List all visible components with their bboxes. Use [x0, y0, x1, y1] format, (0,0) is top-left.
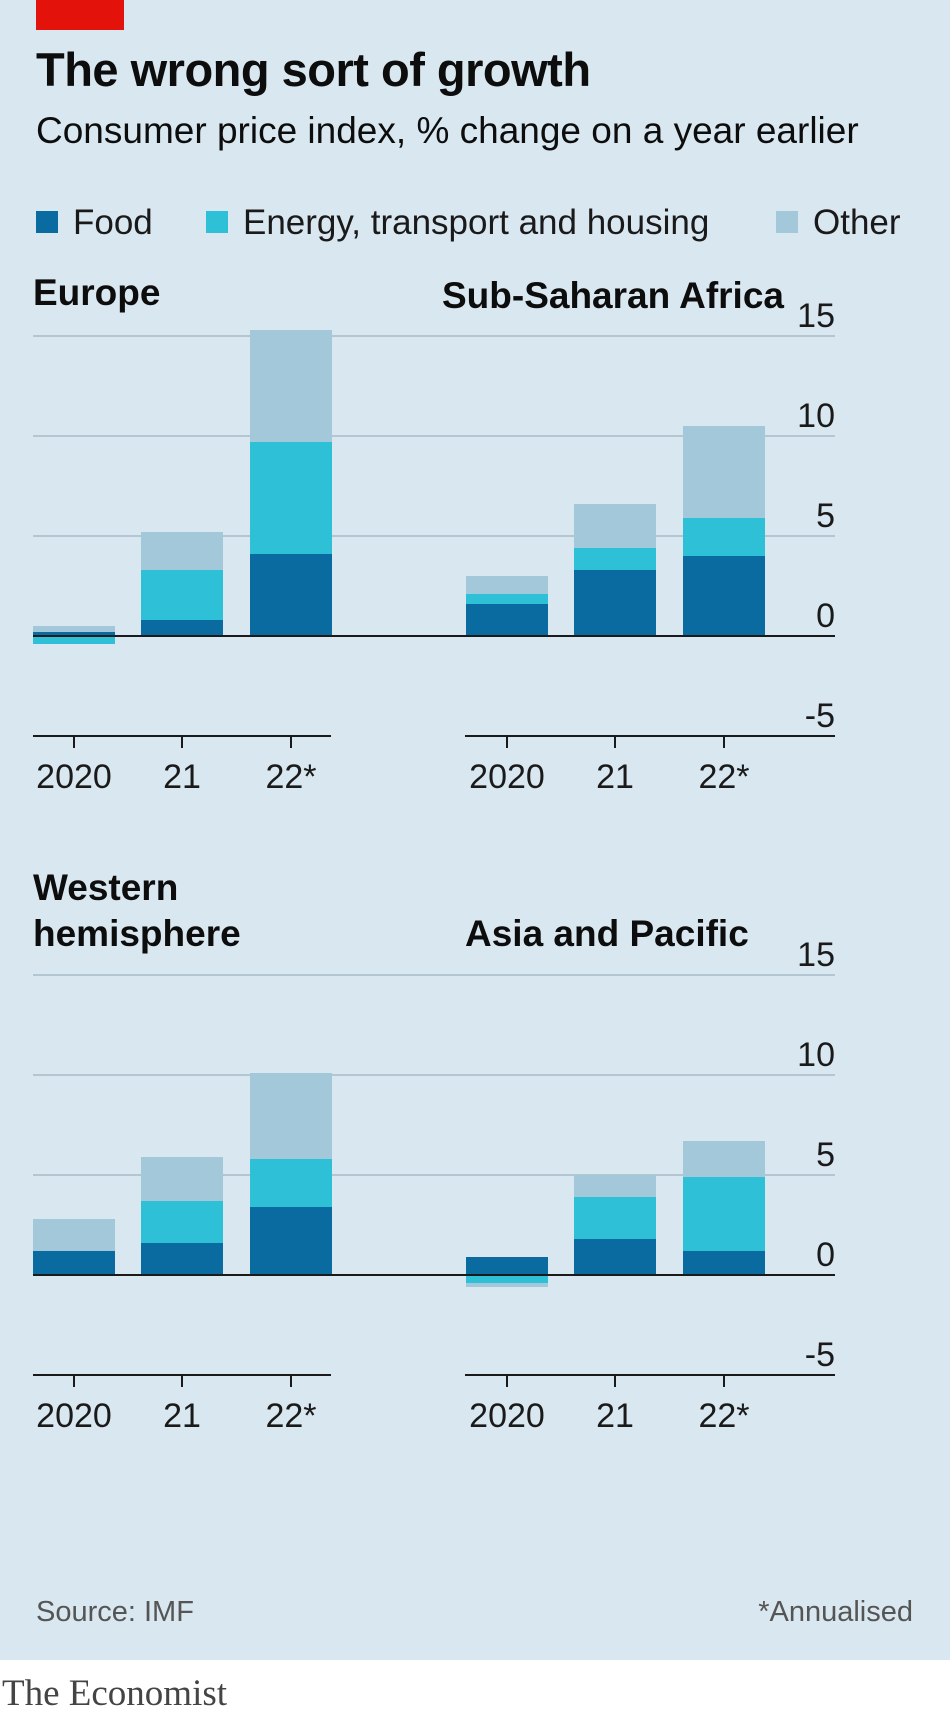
x-tick-label: 22*	[265, 1397, 316, 1435]
page-subtitle: Consumer price index, % change on a year…	[36, 110, 859, 151]
bar-energy-transport-and-housing-22	[683, 518, 765, 556]
bar-energy-transport-and-housing-22	[250, 442, 332, 554]
bar-other-21	[141, 1157, 223, 1201]
bar-energy-transport-and-housing-21	[574, 1197, 656, 1239]
bar-other-2020	[466, 1283, 548, 1287]
y-tick-label: -5	[805, 1336, 835, 1374]
x-tick-label: 2020	[36, 758, 112, 796]
y-tick-label: 0	[816, 1236, 835, 1274]
chart-sub-saharan-africa: -5 0 5 10 15 2020 21 22* Sub-Saharan Africa	[442, 275, 835, 796]
brand-logo: The Economist	[2, 1673, 228, 1714]
y-tick-label: -5	[805, 697, 835, 735]
legend-label-energy: Energy, transport and housing	[243, 203, 710, 242]
accent-bar	[36, 0, 124, 30]
bar-energy-transport-and-housing-2020	[466, 594, 548, 604]
x-tick-label: 2020	[469, 1397, 545, 1435]
x-tick-label: 22*	[265, 758, 316, 796]
x-tick-label: 21	[596, 758, 634, 796]
x-tick-label: 21	[596, 1397, 634, 1435]
bar-other-2020	[33, 1219, 115, 1251]
chart-panel	[0, 0, 950, 1660]
bar-other-22	[683, 1141, 765, 1177]
bar-energy-transport-and-housing-21	[141, 570, 223, 620]
annualised-note: *Annualised	[758, 1596, 913, 1628]
chart-title: hemisphere	[33, 913, 241, 954]
page-title: The wrong sort of growth	[36, 43, 591, 96]
bar-food-22	[250, 554, 332, 636]
chart-western-hemisphere: 2020 21 22* Western hemisphere	[33, 867, 835, 1435]
bar-other-21	[574, 504, 656, 548]
bar-food-2020	[466, 604, 548, 636]
legend-swatch-energy	[206, 211, 228, 233]
bar-other-22	[683, 426, 765, 518]
y-tick-label: 15	[797, 936, 835, 974]
chart-europe: 2020 21 22* Europe	[33, 272, 835, 796]
y-tick-label: 5	[816, 497, 835, 535]
legend-label-food: Food	[73, 203, 153, 242]
legend-swatch-other	[776, 211, 798, 233]
bar-food-22	[250, 1207, 332, 1275]
bar-food-21	[574, 570, 656, 636]
legend-swatch-food	[36, 211, 58, 233]
bar-food-2020	[33, 632, 115, 636]
bar-food-21	[574, 1239, 656, 1275]
bar-food-21	[141, 1243, 223, 1275]
bar-energy-transport-and-housing-21	[141, 1201, 223, 1243]
chart-title: Europe	[33, 272, 160, 313]
y-tick-label: 0	[816, 597, 835, 635]
bar-food-21	[141, 620, 223, 636]
x-tick-label: 22*	[698, 1397, 749, 1435]
y-tick-label: 5	[816, 1136, 835, 1174]
legend-label-other: Other	[813, 203, 901, 242]
bar-other-22	[250, 330, 332, 442]
bar-other-22	[250, 1073, 332, 1159]
bar-other-21	[574, 1175, 656, 1197]
y-tick-label: 10	[797, 397, 835, 435]
bar-energy-transport-and-housing-21	[574, 548, 656, 570]
chart-title: Sub-Saharan Africa	[442, 275, 784, 316]
y-tick-label: 10	[797, 1036, 835, 1074]
x-tick-label: 2020	[36, 1397, 112, 1435]
bar-energy-transport-and-housing-2020	[466, 1275, 548, 1283]
bar-other-2020	[466, 576, 548, 594]
x-tick-label: 22*	[698, 758, 749, 796]
bar-food-22	[683, 1251, 765, 1275]
bar-food-22	[683, 556, 765, 636]
chart-title: Asia and Pacific	[465, 913, 749, 954]
bar-other-2020	[33, 626, 115, 632]
bar-other-21	[141, 532, 223, 570]
bar-food-2020	[466, 1257, 548, 1275]
chart-title: Western	[33, 867, 178, 908]
bar-energy-transport-and-housing-2020	[33, 636, 115, 644]
source-note: Source: IMF	[36, 1596, 194, 1628]
x-tick-label: 21	[163, 758, 201, 796]
bar-food-2020	[33, 1251, 115, 1275]
y-tick-label: 15	[797, 297, 835, 335]
bar-energy-transport-and-housing-22	[250, 1159, 332, 1207]
bar-energy-transport-and-housing-22	[683, 1177, 765, 1251]
x-tick-label: 2020	[469, 758, 545, 796]
chart-asia-and-pacific: -5 0 5 10 15 2020 21 22* Asia and Pacific	[465, 913, 835, 1435]
x-tick-label: 21	[163, 1397, 201, 1435]
